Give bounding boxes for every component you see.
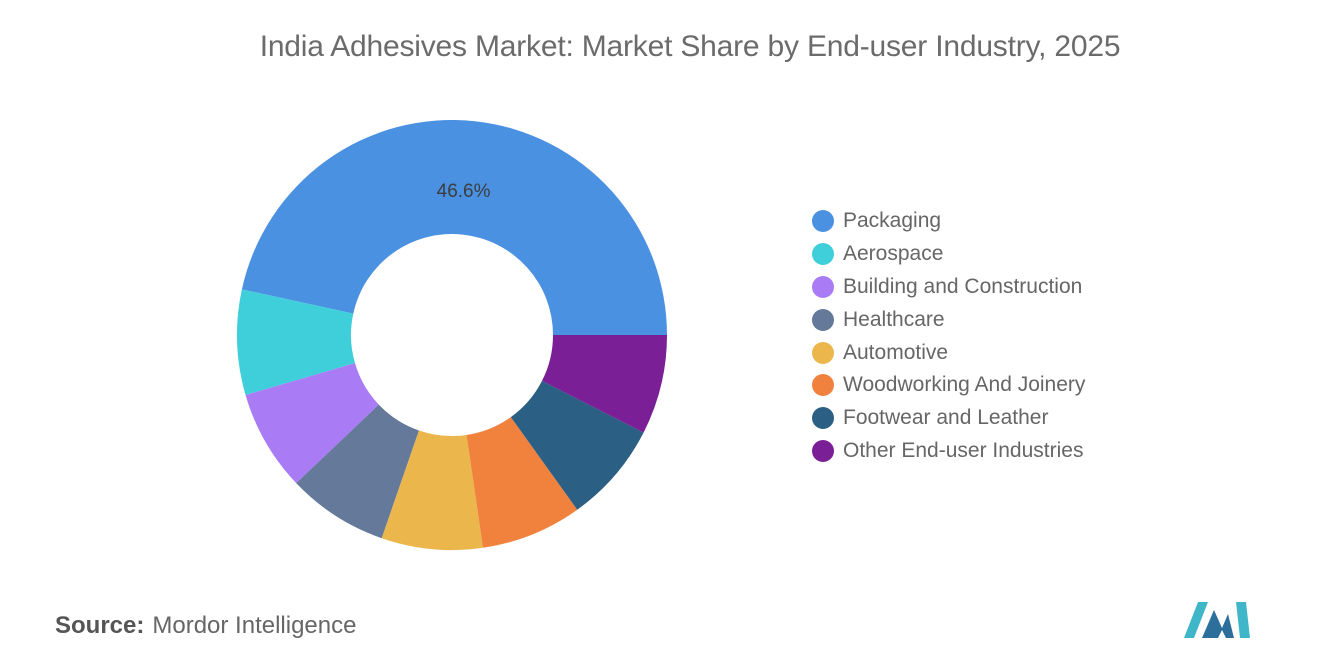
donut-slice-healthcare <box>296 404 419 539</box>
legend-swatch <box>812 308 834 331</box>
donut-chart: 46.6% <box>237 119 667 550</box>
source-text: Mordor Intelligence <box>152 612 357 639</box>
legend-swatch <box>812 275 834 298</box>
legend-swatch <box>812 407 834 430</box>
legend-label: Other End-user Industries <box>843 438 1084 462</box>
legend-item: Other End-user Industries <box>812 435 1085 468</box>
legend-label: Aerospace <box>843 242 944 266</box>
legend-item: Building and Construction <box>812 271 1085 304</box>
chart-legend: Packaging Aerospace Building and Construct… <box>812 205 1085 467</box>
legend-label: Packaging <box>843 209 942 233</box>
mordor-intelligence-logo-icon <box>1184 602 1250 638</box>
legend-item: Aerospace <box>812 238 1085 271</box>
legend-label: Woodworking And Joinery <box>843 373 1086 397</box>
data-label-packaging: 46.6% <box>437 181 491 202</box>
donut-slice-woodworking-and-joinery <box>466 417 578 548</box>
legend-swatch <box>812 243 834 266</box>
donut-slice-footwear-and-leather <box>510 380 644 510</box>
source-note: Source: Mordor Intelligence <box>55 612 356 640</box>
donut-slice-building-and-construction <box>245 363 379 484</box>
legend-swatch <box>812 341 834 364</box>
donut-slice-automotive <box>381 430 483 550</box>
legend-item: Packaging <box>812 205 1085 238</box>
legend-item: Footwear and Leather <box>812 402 1085 435</box>
legend-swatch <box>812 210 834 233</box>
legend-item: Healthcare <box>812 303 1085 336</box>
legend-label: Healthcare <box>843 307 945 331</box>
legend-item: Automotive <box>812 336 1085 369</box>
source-label: Source: <box>55 612 145 639</box>
legend-swatch <box>812 439 834 462</box>
donut-slice-other-end-user-industries <box>541 335 667 433</box>
donut-slice-aerospace <box>237 289 356 395</box>
chart-title: India Adhesives Market: Market Share by … <box>259 30 1121 63</box>
legend-label: Building and Construction <box>843 274 1083 298</box>
legend-label: Footwear and Leather <box>843 406 1049 430</box>
legend-label: Automotive <box>843 340 949 364</box>
legend-item: Woodworking And Joinery <box>812 369 1085 402</box>
donut-slice-packaging <box>241 119 667 335</box>
legend-swatch <box>812 374 834 397</box>
